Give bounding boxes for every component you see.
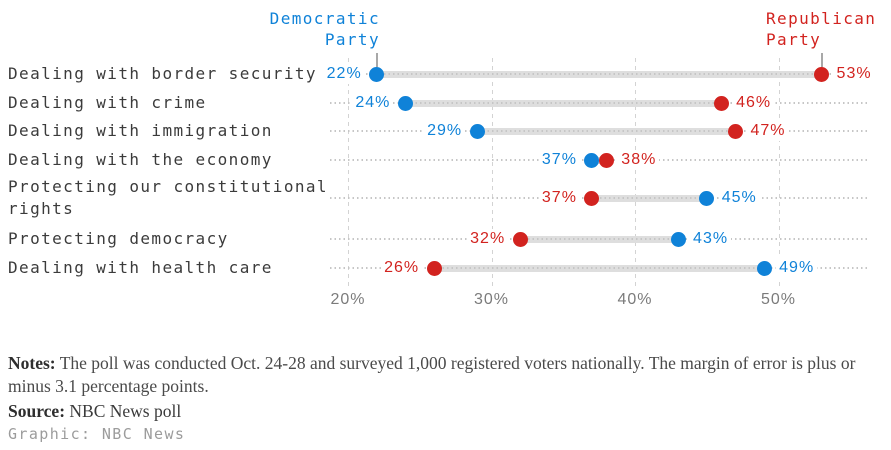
- democratic-value-label: 22%: [323, 64, 365, 84]
- republican-value-label: 38%: [618, 150, 660, 170]
- x-axis-tick-label: 30%: [473, 291, 510, 308]
- source-text: Source: NBC News poll: [8, 401, 181, 422]
- category-label: Dealing with immigration: [8, 121, 273, 140]
- leader-line: [330, 102, 868, 104]
- leader-line: [330, 73, 868, 75]
- category-label: Protecting our constitutional rights: [8, 177, 328, 218]
- democratic-value-label: 24%: [352, 93, 394, 113]
- republican-value-label: 53%: [833, 64, 875, 84]
- x-axis-tick-label: 40%: [617, 291, 653, 308]
- x-axis-tick-label: 20%: [330, 291, 366, 308]
- republican-dot: [512, 231, 528, 247]
- x-axis-tick-label: 50%: [760, 291, 797, 308]
- republican-dot: [598, 152, 614, 168]
- republican-dot: [713, 95, 729, 111]
- category-label: Dealing with health care: [8, 258, 273, 277]
- notes-label: Notes:: [8, 352, 56, 373]
- republican-value-label: 37%: [538, 188, 580, 208]
- category-label: Dealing with the economy: [8, 150, 273, 169]
- republican-dot: [814, 66, 830, 82]
- republican-value-label: 47%: [747, 121, 789, 141]
- democratic-dot: [369, 66, 385, 82]
- category-label: Dealing with border security: [8, 64, 317, 83]
- democratic-dot: [469, 123, 485, 139]
- x-gridline: [491, 58, 493, 288]
- republican-value-label: 32%: [467, 229, 509, 249]
- democratic-pointer-tick: [375, 53, 378, 67]
- x-gridline: [778, 58, 780, 288]
- leader-line: [330, 267, 868, 269]
- republican-value-label: 26%: [381, 258, 423, 278]
- source-body: NBC News poll: [69, 400, 182, 421]
- democratic-value-label: 29%: [424, 121, 466, 141]
- category-label: Protecting democracy: [8, 229, 229, 248]
- democratic-value-label: 49%: [776, 258, 818, 278]
- democratic-value-label: 37%: [538, 150, 580, 170]
- democratic-party-label: Democratic Party: [269, 9, 380, 49]
- republican-dot: [426, 260, 442, 276]
- notes-body: The poll was conducted Oct. 24-28 and su…: [8, 352, 856, 396]
- graphic-credit: Graphic: NBC News: [8, 425, 186, 443]
- democratic-dot: [584, 152, 600, 168]
- republican-dot: [584, 190, 600, 206]
- republican-dot: [727, 123, 743, 139]
- democratic-value-label: 45%: [718, 188, 760, 208]
- x-gridline: [635, 58, 636, 288]
- democratic-dot: [670, 231, 686, 247]
- republican-party-label: Republican Party: [766, 9, 877, 49]
- republican-value-label: 46%: [733, 93, 775, 113]
- democratic-dot: [699, 190, 715, 206]
- republican-pointer-tick: [820, 53, 823, 67]
- democratic-dot: [756, 260, 772, 276]
- notes-text: Notes: The poll was conducted Oct. 24-28…: [8, 352, 882, 398]
- democratic-dot: [397, 95, 413, 111]
- category-label: Dealing with crime: [8, 93, 207, 112]
- democratic-value-label: 43%: [690, 229, 732, 249]
- x-gridline: [348, 58, 349, 288]
- leader-line: [330, 238, 868, 240]
- leader-line: [330, 130, 868, 132]
- source-label: Source:: [8, 400, 66, 421]
